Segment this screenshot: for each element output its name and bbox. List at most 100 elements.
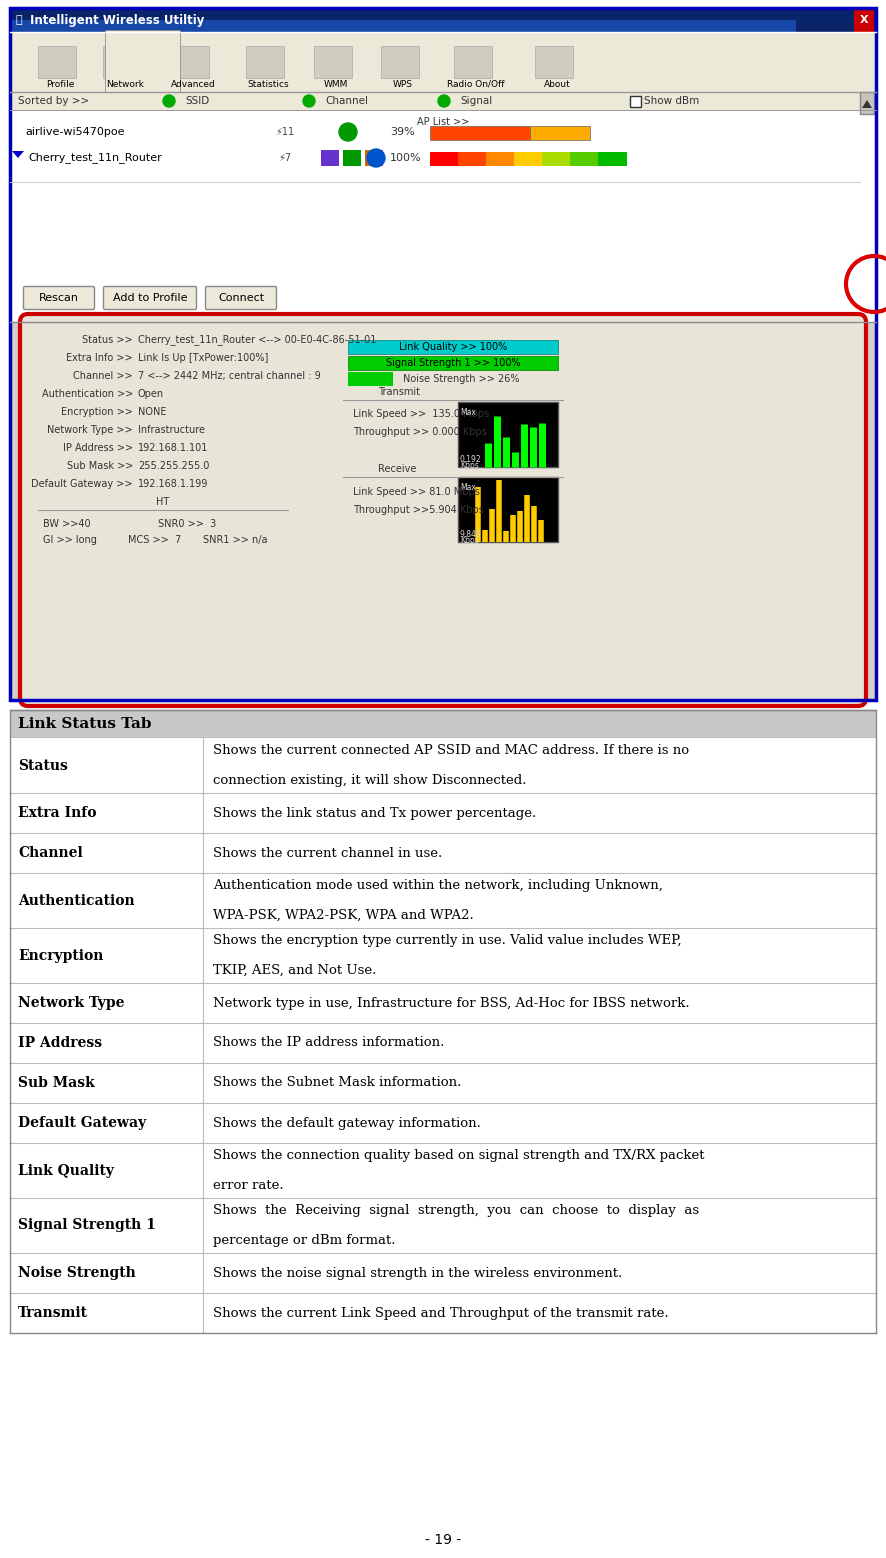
Text: Shows  the  Receiving  signal  strength,  you  can  choose  to  display  as: Shows the Receiving signal strength, you… xyxy=(213,1204,699,1217)
Text: Authentication: Authentication xyxy=(18,893,135,907)
Text: Transmit: Transmit xyxy=(378,386,420,397)
Text: Shows the noise signal strength in the wireless environment.: Shows the noise signal strength in the w… xyxy=(213,1267,622,1279)
Bar xyxy=(535,47,573,78)
Bar xyxy=(314,47,352,78)
Bar xyxy=(10,872,876,929)
Polygon shape xyxy=(862,100,872,108)
Text: Signal Strength 1 >> 100%: Signal Strength 1 >> 100% xyxy=(385,358,520,368)
Text: Cherry_test_11n_Router <--> 00-E0-4C-86-51-01: Cherry_test_11n_Router <--> 00-E0-4C-86-… xyxy=(138,335,377,346)
Text: Default Gateway >>: Default Gateway >> xyxy=(32,478,133,489)
Text: Max: Max xyxy=(460,483,476,491)
Text: HT: HT xyxy=(156,497,169,506)
Text: ✓: ✓ xyxy=(306,98,312,104)
Text: About: About xyxy=(544,79,571,89)
Text: Link Quality: Link Quality xyxy=(18,1164,114,1178)
Text: g: g xyxy=(345,128,352,137)
Bar xyxy=(598,153,627,167)
Bar xyxy=(10,33,876,92)
Text: Channel >>: Channel >> xyxy=(74,371,133,382)
Text: WMM: WMM xyxy=(323,79,348,89)
Text: ✓: ✓ xyxy=(441,98,447,104)
Text: Shows the IP address information.: Shows the IP address information. xyxy=(213,1036,445,1050)
Text: SSID: SSID xyxy=(185,97,209,106)
Text: Shows the current channel in use.: Shows the current channel in use. xyxy=(213,846,442,860)
Text: Throughput >>5.904 Kbps: Throughput >>5.904 Kbps xyxy=(353,505,484,516)
Text: Channel: Channel xyxy=(18,846,82,860)
Text: Extra Info: Extra Info xyxy=(18,805,97,820)
Text: Status >>: Status >> xyxy=(82,335,133,344)
Text: AP List >>: AP List >> xyxy=(416,117,470,128)
Bar xyxy=(458,477,558,542)
Bar xyxy=(630,97,641,108)
Text: X: X xyxy=(859,16,868,25)
Bar xyxy=(10,929,876,983)
Bar xyxy=(458,402,558,467)
Text: NONE: NONE xyxy=(138,407,167,418)
Text: Max: Max xyxy=(460,408,476,416)
Text: ↺: ↺ xyxy=(371,153,381,164)
Text: Shows the encryption type currently in use. Valid value includes WEP,: Shows the encryption type currently in u… xyxy=(213,935,681,947)
Bar xyxy=(348,340,558,354)
Bar xyxy=(10,92,876,323)
Text: Network: Network xyxy=(106,79,144,89)
Bar xyxy=(570,153,599,167)
Text: - 19 -: - 19 - xyxy=(425,1533,461,1547)
Text: Link Speed >>  135.0 Mbps: Link Speed >> 135.0 Mbps xyxy=(353,410,489,419)
Bar xyxy=(10,92,876,111)
Text: Link Status Tab: Link Status Tab xyxy=(18,717,152,731)
Circle shape xyxy=(367,150,385,167)
Text: Advanced: Advanced xyxy=(171,79,215,89)
Bar xyxy=(105,30,180,92)
Bar xyxy=(343,150,361,167)
Bar xyxy=(10,834,876,872)
Text: Authentication mode used within the network, including Unknown,: Authentication mode used within the netw… xyxy=(213,879,663,893)
Text: Signal Strength 1: Signal Strength 1 xyxy=(18,1218,156,1232)
Text: Radio On/Off: Radio On/Off xyxy=(447,79,505,89)
FancyBboxPatch shape xyxy=(206,287,276,310)
Text: Receive: Receive xyxy=(378,464,416,474)
FancyBboxPatch shape xyxy=(104,287,197,310)
Bar xyxy=(365,150,383,167)
Bar xyxy=(10,20,796,33)
Text: Extra Info >>: Extra Info >> xyxy=(66,354,133,363)
Bar xyxy=(10,8,876,33)
Bar xyxy=(10,1024,876,1063)
Bar xyxy=(10,1253,876,1293)
Text: 192.168.1.101: 192.168.1.101 xyxy=(138,442,208,453)
Circle shape xyxy=(303,95,315,108)
Text: Shows the default gateway information.: Shows the default gateway information. xyxy=(213,1117,481,1130)
Bar xyxy=(854,8,874,33)
Text: WPS: WPS xyxy=(393,79,413,89)
Text: Link Is Up [TxPower:100%]: Link Is Up [TxPower:100%] xyxy=(138,354,268,363)
Text: 192.168.1.199: 192.168.1.199 xyxy=(138,478,208,489)
Text: Shows the Subnet Mask information.: Shows the Subnet Mask information. xyxy=(213,1077,462,1089)
FancyBboxPatch shape xyxy=(24,287,95,310)
Text: percentage or dBm format.: percentage or dBm format. xyxy=(213,1234,395,1246)
Bar xyxy=(454,47,492,78)
Text: 0.192: 0.192 xyxy=(460,455,482,463)
Text: Sub Mask: Sub Mask xyxy=(18,1077,95,1091)
Text: ⚡11: ⚡11 xyxy=(275,128,294,137)
Text: Open: Open xyxy=(138,390,164,399)
Text: Encryption: Encryption xyxy=(18,949,104,963)
Text: Network Type >>: Network Type >> xyxy=(47,425,133,435)
Text: ✓: ✓ xyxy=(166,98,172,104)
Text: Channel: Channel xyxy=(325,97,368,106)
Circle shape xyxy=(438,95,450,108)
Bar xyxy=(486,153,515,167)
Text: Shows the current connected AP SSID and MAC address. If there is no: Shows the current connected AP SSID and … xyxy=(213,745,689,757)
Bar xyxy=(514,153,543,167)
Bar xyxy=(10,1293,876,1334)
Text: SNR0 >>  3: SNR0 >> 3 xyxy=(158,519,216,530)
Text: Network Type: Network Type xyxy=(18,996,125,1010)
Text: Noise Strength: Noise Strength xyxy=(18,1267,136,1281)
Text: Transmit: Transmit xyxy=(18,1306,88,1320)
Text: Shows the current Link Speed and Throughput of the transmit rate.: Shows the current Link Speed and Through… xyxy=(213,1307,669,1320)
FancyBboxPatch shape xyxy=(20,315,866,706)
Text: n: n xyxy=(370,153,377,164)
Bar xyxy=(10,983,876,1024)
Text: MCS >>  7: MCS >> 7 xyxy=(128,534,182,545)
Text: Encryption >>: Encryption >> xyxy=(61,407,133,418)
Bar xyxy=(10,8,876,700)
Bar xyxy=(246,47,284,78)
